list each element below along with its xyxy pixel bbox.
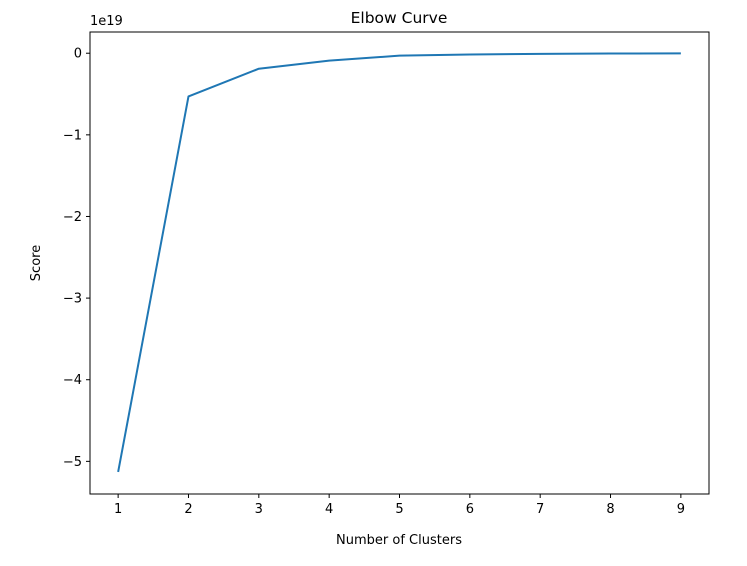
y-tick-label: −4 [63,373,82,388]
x-tick-label: 4 [325,502,333,517]
y-tick-label: −5 [63,455,82,470]
y-tick-label: −2 [63,210,82,225]
plot-frame [89,31,710,495]
x-tick-label: 3 [255,502,263,517]
chart-title: Elbow Curve [351,9,448,27]
y-tick-label: 0 [74,47,82,62]
plot-area [117,52,681,473]
x-tick-label: 8 [606,502,614,517]
x-tick-label: 6 [466,502,474,517]
x-tick-label: 1 [114,502,122,517]
series-line-0 [117,52,681,473]
x-tick-label: 7 [536,502,544,517]
y-axis: 0 −1 −2 −3 −4 −5 [63,47,90,470]
y-axis-label: Score [29,245,44,281]
y-tick-label: −1 [63,128,82,143]
x-axis: 1 2 3 4 5 6 7 8 9 [114,494,685,517]
x-tick-label: 9 [677,502,685,517]
y-axis-offset-label: 1e19 [90,14,123,29]
x-tick-label: 5 [395,502,403,517]
x-axis-label: Number of Clusters [336,533,462,548]
x-tick-label: 2 [184,502,192,517]
y-tick-label: −3 [63,292,82,307]
